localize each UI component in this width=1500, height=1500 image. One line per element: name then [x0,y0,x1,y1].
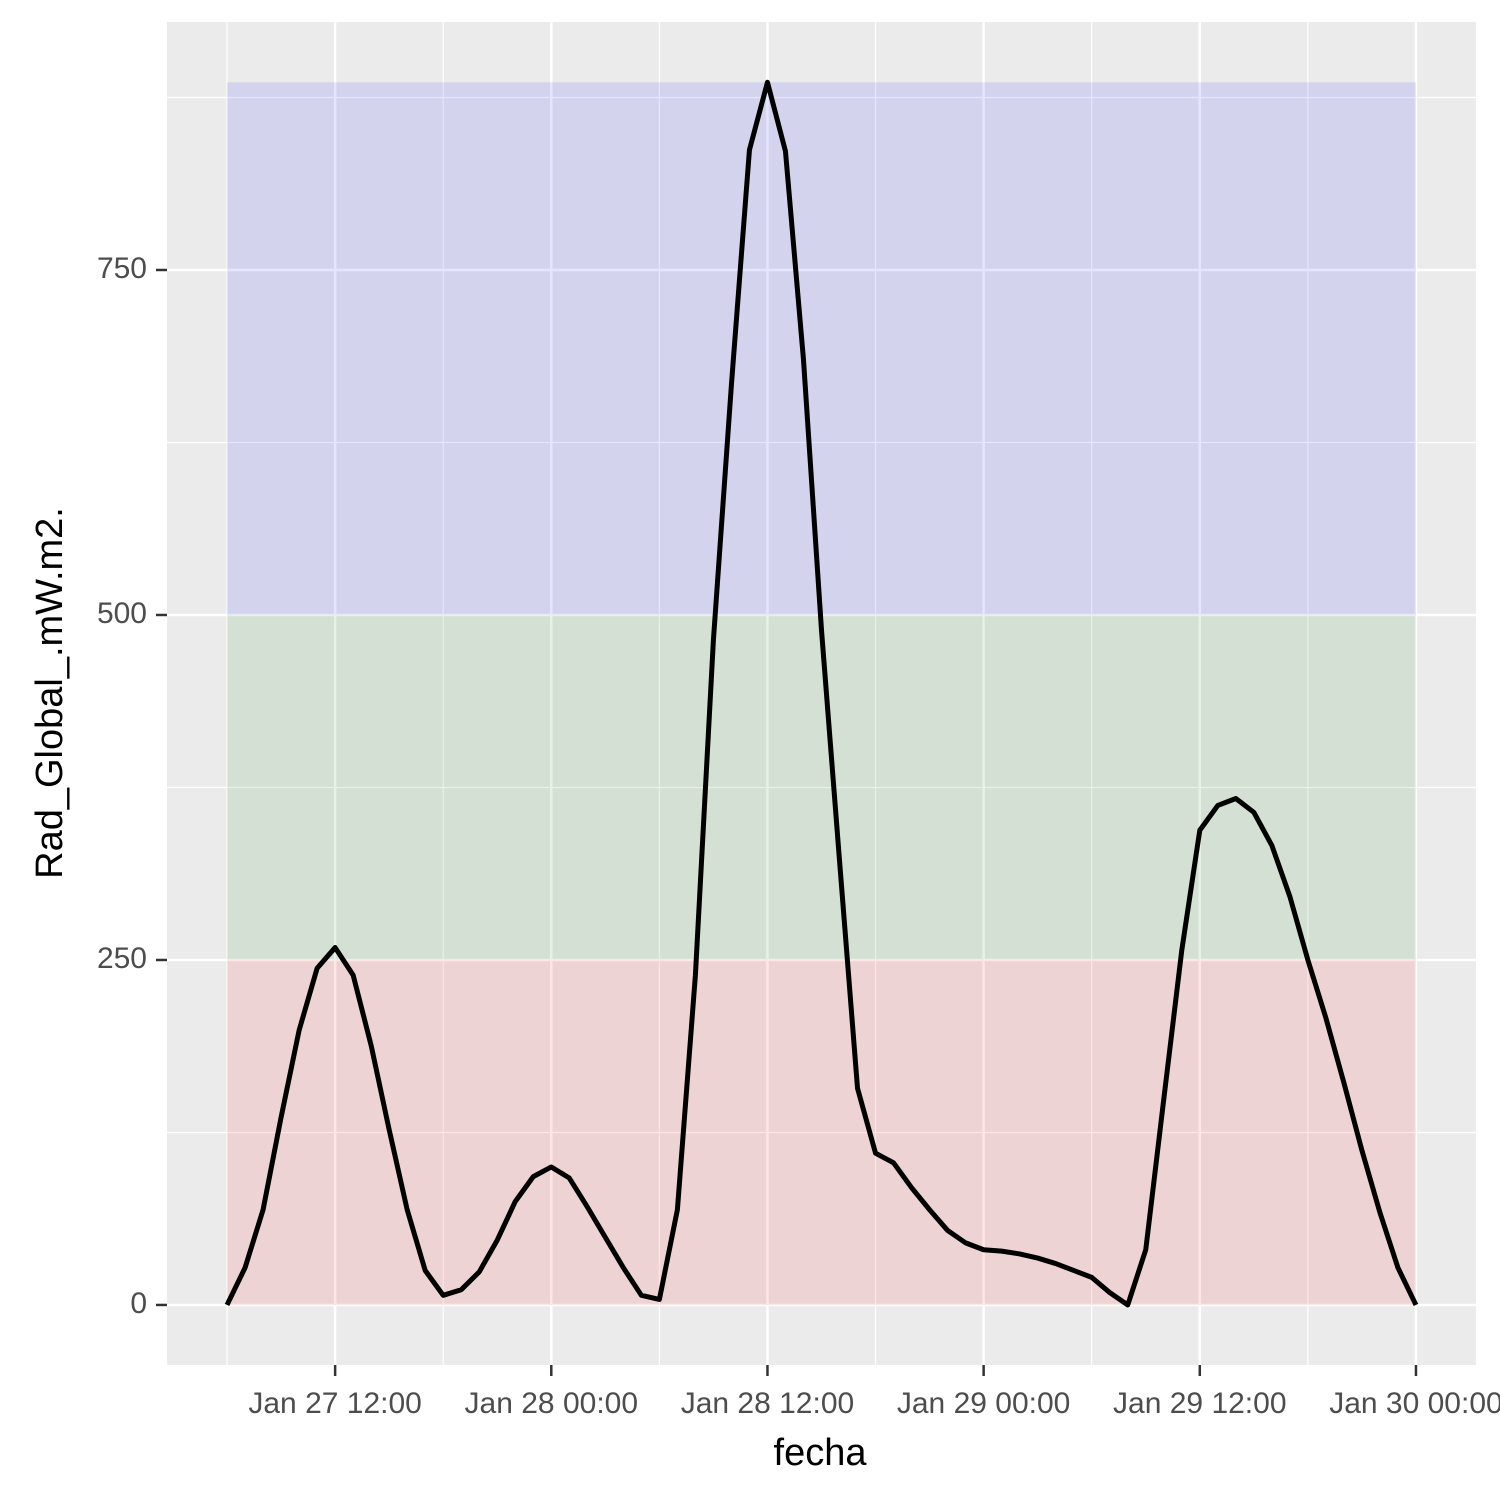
x-tick-label: Jan 28 12:00 [681,1387,854,1420]
band [227,614,1416,960]
y-tick-label: 500 [97,597,147,630]
x-tick-label: Jan 29 00:00 [897,1387,1070,1420]
y-tick-label: 250 [97,942,147,975]
y-axis-title: Rad_Global_.mW.m2. [29,507,71,879]
x-axis-title: fecha [774,1432,868,1474]
band [227,82,1416,615]
band [227,959,1416,1305]
x-tick-label: Jan 27 12:00 [248,1387,421,1420]
x-tick-label: Jan 28 00:00 [465,1387,638,1420]
x-tick-label: Jan 30 00:00 [1329,1387,1500,1420]
line [224,79,1419,1308]
x-tick-label: Jan 29 12:00 [1113,1387,1286,1420]
panel-background [167,22,1476,1365]
y-tick-label: 0 [130,1287,147,1320]
y-tick-label: 750 [97,252,147,285]
